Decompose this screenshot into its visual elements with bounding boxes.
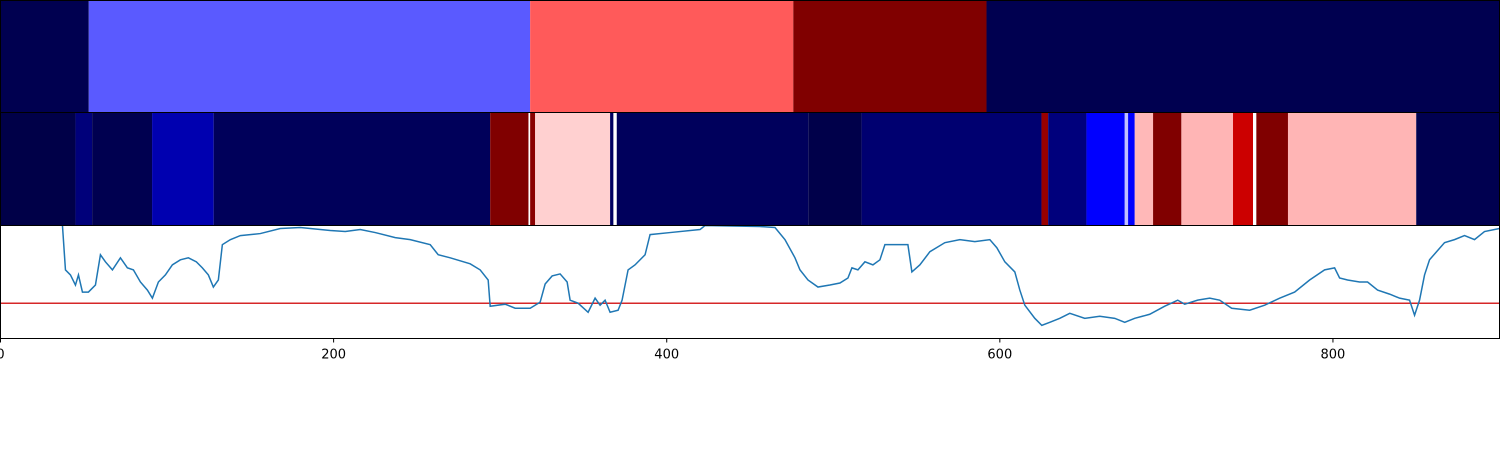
segment [1086,112,1125,226]
segment [75,112,93,226]
segment [616,112,809,226]
x-tick-label: 0 [0,348,5,363]
x-tick-label: 200 [321,348,346,363]
segment [490,112,529,226]
segment [793,0,987,113]
segment [1041,112,1049,226]
segment [213,112,491,226]
segment [535,112,611,226]
segment [92,112,153,226]
segment [1252,112,1257,226]
segment [88,0,531,113]
segment [530,112,536,226]
segment [530,0,794,113]
segment [613,112,617,226]
segment [1233,112,1253,226]
segment [808,112,862,226]
segment [610,112,614,226]
segment [1128,112,1135,226]
segment [1256,112,1288,226]
segment [0,112,76,226]
segment [152,112,214,226]
segment [1416,112,1500,226]
segment [861,112,1042,226]
segment [986,0,1500,113]
segment [1153,112,1182,226]
segment [1287,112,1417,226]
segment [0,0,89,113]
segment [1181,112,1234,226]
x-tick-label: 800 [1321,348,1346,363]
segment [1048,112,1087,226]
x-tick-label: 600 [987,348,1012,363]
x-tick-label: 400 [654,348,679,363]
segment [528,112,531,226]
segment [1124,112,1129,226]
data-line [61,225,1500,327]
segment [1134,112,1154,226]
